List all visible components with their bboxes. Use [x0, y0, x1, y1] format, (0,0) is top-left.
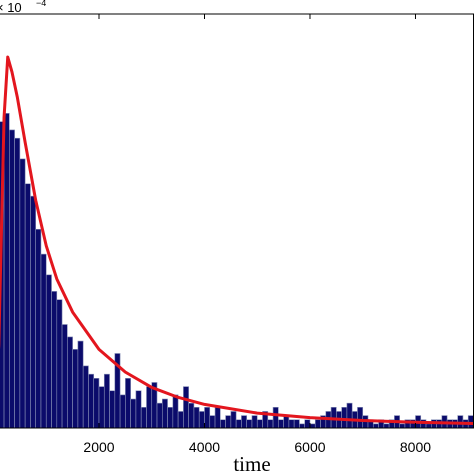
bar	[346, 402, 353, 429]
bar	[341, 406, 348, 429]
bar	[372, 423, 379, 429]
bar	[467, 415, 474, 429]
bar	[119, 394, 126, 429]
bar	[299, 423, 306, 429]
bar	[93, 378, 100, 429]
x-axis-label: time	[233, 452, 270, 474]
bar	[72, 349, 79, 429]
bar	[24, 183, 31, 429]
bar	[146, 386, 153, 429]
bar	[172, 394, 179, 429]
bar	[35, 228, 42, 429]
bar	[272, 406, 279, 429]
bar	[135, 390, 142, 429]
bar	[140, 406, 147, 429]
bar	[283, 415, 290, 429]
bar	[161, 398, 168, 429]
bar	[399, 423, 406, 429]
bar	[204, 406, 211, 429]
bar	[309, 423, 316, 429]
bar	[209, 415, 216, 429]
x-tick-label: 6000	[294, 439, 325, 455]
bar	[293, 419, 300, 429]
bar	[304, 419, 311, 429]
x-tick-label: 2000	[83, 439, 114, 455]
bar	[109, 390, 116, 429]
bar	[198, 411, 205, 429]
bar	[3, 113, 10, 429]
bar	[193, 406, 200, 429]
fit-line	[0, 55, 474, 425]
bar	[167, 406, 174, 429]
bar	[88, 373, 95, 429]
bar	[230, 411, 237, 429]
x-tick-label: 8000	[400, 439, 431, 455]
bar	[225, 415, 232, 429]
bar	[177, 411, 184, 429]
bar	[56, 299, 63, 429]
bar	[235, 419, 242, 429]
bar	[9, 129, 15, 429]
bar	[183, 386, 189, 429]
y-offset-exponent: −4	[36, 0, 46, 8]
bar	[246, 419, 253, 429]
bar	[357, 406, 364, 429]
bar	[278, 419, 284, 429]
x-tick-label: 4000	[189, 439, 220, 455]
bar	[383, 423, 390, 429]
bar	[30, 195, 36, 429]
bar	[61, 324, 68, 429]
bar	[77, 340, 84, 429]
bar	[156, 402, 163, 429]
bar	[256, 419, 263, 429]
bar	[40, 253, 47, 429]
bar	[45, 274, 52, 429]
bar	[51, 291, 58, 429]
bar	[14, 137, 21, 429]
bar	[103, 373, 110, 429]
bar	[98, 386, 105, 429]
bar	[82, 365, 89, 429]
bar	[267, 419, 274, 429]
bar	[241, 415, 247, 429]
y-offset-base: × 10	[0, 0, 22, 15]
bar	[214, 406, 221, 429]
bar	[220, 419, 226, 429]
bar	[188, 402, 195, 429]
bar	[19, 158, 26, 429]
bar	[288, 419, 295, 429]
bar	[67, 336, 73, 429]
bar	[251, 415, 258, 429]
bar	[314, 419, 321, 429]
bar	[125, 378, 131, 429]
bar	[425, 423, 432, 429]
bar	[130, 398, 137, 429]
